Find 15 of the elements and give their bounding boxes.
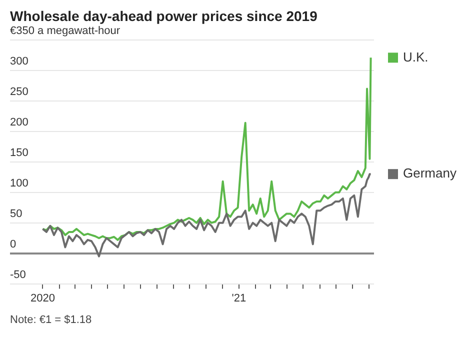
legend-label: U.K. — [403, 49, 428, 64]
x-tick-label: '21 — [232, 292, 246, 304]
chart-title: Wholesale day-ahead power prices since 2019 — [10, 8, 318, 24]
y-tick-label: 150 — [10, 146, 28, 159]
y-tick-label: 250 — [10, 86, 28, 98]
y-tick-label: 0 — [10, 238, 16, 250]
y-tick-label: €350 a megawatt-hour — [10, 25, 120, 38]
y-tick-label: -50 — [10, 268, 26, 281]
text: Note: €1 = $1.18 — [10, 314, 93, 326]
y-tick-label: 50 — [10, 208, 22, 220]
legend-label: Germany — [403, 166, 457, 181]
y-tick-label: 200 — [10, 116, 28, 128]
x-tick-label: 2020 — [30, 292, 55, 304]
y-tick-label: 300 — [10, 56, 28, 68]
y-tick-label: 100 — [10, 177, 28, 190]
